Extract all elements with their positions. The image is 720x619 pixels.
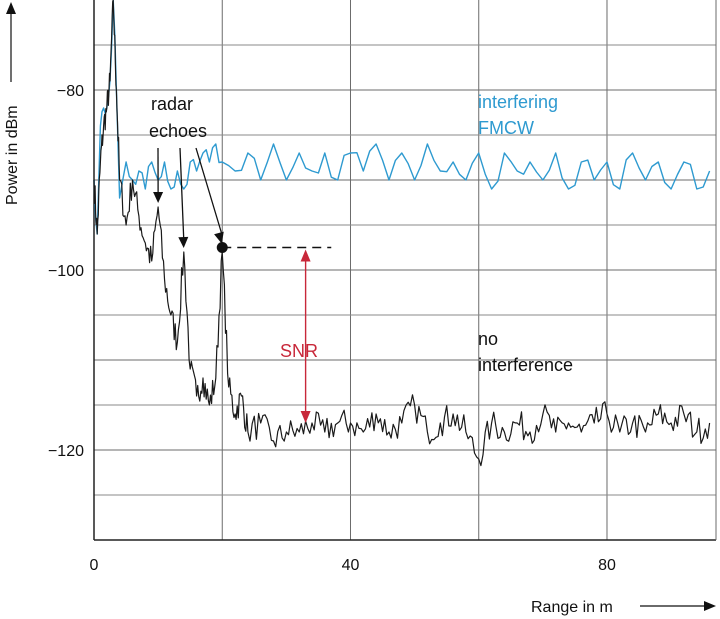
x-tick-label: 40 (342, 557, 360, 574)
snr-arrowhead-bottom (300, 411, 311, 423)
y-tick-label: −100 (48, 263, 84, 280)
x-tick-label: 0 (90, 557, 99, 574)
echo-peak-marker (216, 242, 228, 253)
series-line-no-interference (93, 0, 711, 467)
no-interference-label-line2: interference (478, 355, 573, 375)
x-axis-arrowhead (704, 601, 716, 611)
y-tick-label: −120 (48, 443, 84, 460)
echo-arrowhead (153, 191, 164, 203)
annotations: radar echoes interfering FMCW no interfe… (149, 92, 573, 423)
no-interference-label-line1: no (478, 329, 498, 349)
echo-arrow-line (179, 147, 185, 241)
snr-arrowhead-top (300, 249, 311, 262)
x-tick-label: 80 (598, 557, 616, 574)
echo-arrow-line (195, 147, 223, 236)
y-axis-label: Power in dBm (4, 105, 21, 205)
grid (93, 0, 716, 540)
x-axis-label: Range in m (531, 599, 613, 616)
echo-arrowhead (214, 231, 224, 244)
snr-label: SNR (280, 341, 318, 361)
series-group (93, 0, 711, 467)
y-axis-arrowhead (6, 2, 16, 14)
echoes-label-line1: radar (151, 94, 193, 114)
series-line-interfering (93, 0, 711, 235)
axes: 0 40 80 −80 −100 −120 (6, 0, 717, 611)
y-tick-label: −80 (57, 83, 84, 100)
echo-arrowhead (178, 236, 189, 249)
echoes-label-line2: echoes (149, 121, 207, 141)
interfering-label-line2: FMCW (478, 118, 534, 138)
interfering-label-line1: interfering (478, 92, 558, 112)
